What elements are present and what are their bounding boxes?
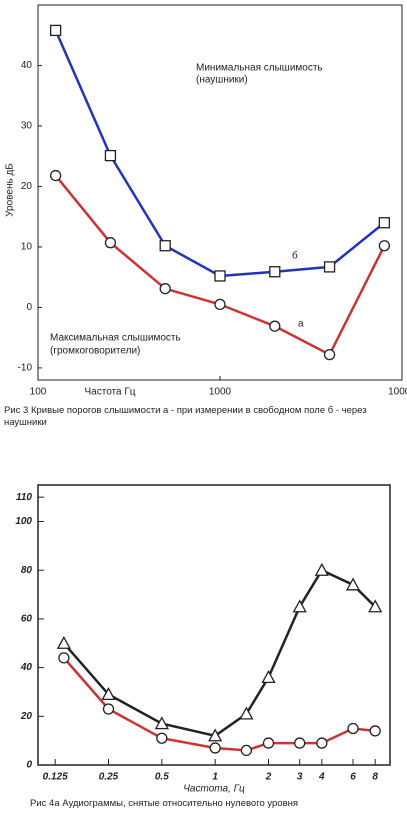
marker bbox=[104, 149, 117, 162]
x-axis-label: Частота, Гц bbox=[183, 784, 245, 795]
y-tick-label: 80 bbox=[21, 565, 33, 576]
marker bbox=[378, 240, 391, 252]
annotation: (наушники) bbox=[196, 75, 248, 86]
marker bbox=[154, 716, 169, 730]
x-tick-label: 0.5 bbox=[155, 772, 169, 783]
marker bbox=[208, 728, 223, 742]
y-tick-label: 10 bbox=[21, 242, 33, 253]
marker bbox=[269, 266, 281, 278]
marker bbox=[292, 599, 307, 613]
y-tick-label: 100 bbox=[15, 516, 32, 527]
marker bbox=[101, 687, 116, 701]
annotation: а bbox=[298, 319, 304, 330]
y-tick-label: 40 bbox=[21, 60, 33, 71]
annotation: Максимальная слышимость bbox=[50, 333, 181, 344]
marker bbox=[49, 24, 62, 37]
annotation: Минимальная слышимость bbox=[196, 63, 323, 74]
marker bbox=[347, 722, 359, 735]
marker bbox=[159, 283, 171, 295]
x-tick-label: 10000 bbox=[388, 387, 407, 398]
x-tick-label: 4 bbox=[318, 772, 325, 783]
x-tick-label: 1 bbox=[212, 772, 218, 783]
marker bbox=[159, 240, 171, 252]
marker bbox=[209, 742, 221, 754]
x-tick-label: 8 bbox=[372, 772, 378, 783]
y-tick-label: 60 bbox=[21, 614, 33, 625]
marker bbox=[49, 169, 62, 182]
marker bbox=[240, 744, 253, 757]
x-tick-label: 3 bbox=[297, 772, 303, 783]
marker bbox=[345, 577, 361, 591]
x-tick-label: 0.25 bbox=[99, 772, 119, 783]
marker bbox=[214, 270, 226, 282]
y-tick-label: 40 bbox=[20, 662, 33, 673]
marker bbox=[368, 599, 383, 613]
x-tick-label: 0.125 bbox=[43, 772, 68, 783]
plot-frame bbox=[37, 4, 403, 381]
marker bbox=[378, 217, 391, 229]
marker bbox=[239, 706, 254, 720]
marker bbox=[58, 652, 70, 664]
caption: Рис 4а Аудиограммы, снятые относительно … bbox=[30, 798, 299, 809]
y-tick-label: 0 bbox=[26, 302, 32, 313]
marker bbox=[369, 725, 381, 737]
y-tick-label: 110 bbox=[16, 492, 32, 503]
x-tick-label: 100 bbox=[30, 387, 47, 398]
marker bbox=[102, 703, 115, 715]
marker bbox=[323, 261, 336, 273]
y-tick-label: -10 bbox=[18, 363, 33, 374]
marker bbox=[56, 635, 71, 649]
marker bbox=[294, 737, 306, 749]
caption: Рис 3 Кривые порогов слышимости а - при … bbox=[4, 405, 367, 428]
marker bbox=[316, 737, 328, 749]
y-tick-label: 30 bbox=[21, 121, 33, 132]
x-tick-label: 2 bbox=[265, 772, 272, 783]
annotation: б bbox=[292, 250, 298, 262]
marker bbox=[314, 562, 329, 576]
marker bbox=[214, 298, 226, 311]
marker bbox=[262, 737, 275, 749]
marker bbox=[104, 237, 117, 249]
marker bbox=[156, 732, 168, 744]
series-line bbox=[62, 657, 376, 752]
y-tick-label: 20 bbox=[20, 711, 33, 722]
y-tick-label: 0 bbox=[26, 760, 32, 771]
marker bbox=[323, 348, 336, 361]
series-line bbox=[62, 568, 377, 738]
x-tick-label: 1000 bbox=[209, 387, 232, 398]
annotation: (громкоговорители) bbox=[50, 346, 140, 357]
marker bbox=[261, 669, 276, 683]
marker bbox=[269, 320, 281, 332]
y-tick-label: 20 bbox=[21, 181, 33, 192]
x-tick-label: 6 bbox=[350, 772, 356, 783]
y-axis-label: Уровень дБ bbox=[5, 163, 16, 217]
x-axis-label: Частота Гц bbox=[85, 387, 136, 398]
plot-frame bbox=[37, 484, 391, 766]
